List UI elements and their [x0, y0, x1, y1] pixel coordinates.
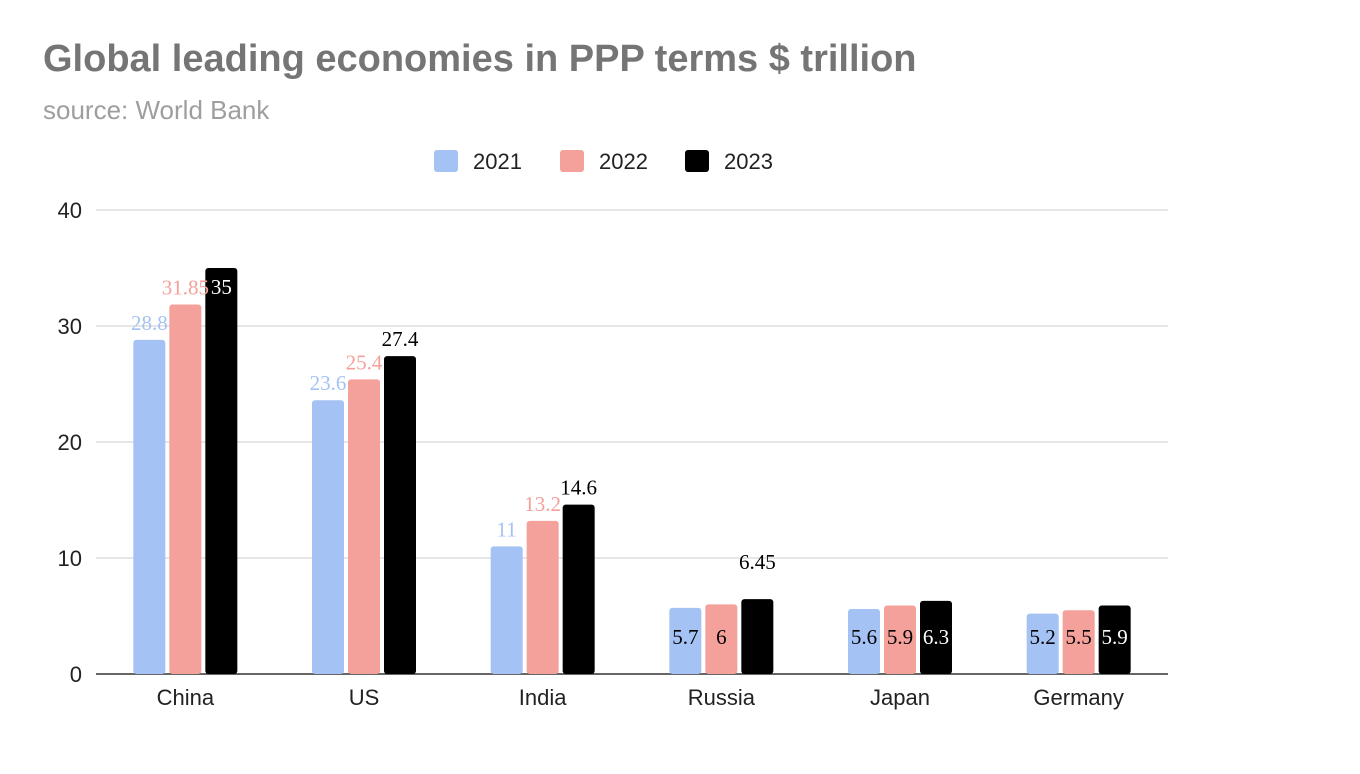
- data-label-2022-china: 31.85: [162, 276, 209, 300]
- data-label-2023-india: 14.6: [560, 476, 597, 500]
- y-tick-label: 40: [58, 198, 82, 223]
- data-label-2023-japan: 6.3: [923, 625, 949, 649]
- data-label-2021-russia: 5.7: [672, 625, 698, 649]
- bar-2021-germany: [1026, 613, 1059, 674]
- legend-swatch-2023: [685, 150, 709, 172]
- y-tick-label: 20: [58, 430, 82, 455]
- data-label-2022-germany: 5.5: [1066, 625, 1092, 649]
- data-label-2023-china: 35: [211, 275, 232, 299]
- y-axis-ticks: 0 10 20 30 40: [58, 198, 82, 687]
- bar-2023-us: [384, 356, 416, 674]
- bars: [133, 268, 1131, 674]
- x-tick-label: Germany: [1033, 685, 1123, 710]
- x-tick-label: US: [349, 685, 380, 710]
- x-tick-label: Japan: [870, 685, 930, 710]
- data-label-2023-russia: 6.45: [739, 550, 776, 574]
- data-labels: 28.8 31.85 35 23.625.427.4 11 13.214.6 5.7 6 6.4…: [131, 275, 1128, 649]
- bar-2023-japan: [920, 600, 952, 674]
- bar-2021-russia: [669, 607, 702, 674]
- legend-swatch-2021: [434, 150, 458, 172]
- data-label-2021-germany: 5.2: [1030, 625, 1056, 649]
- bar-2021-japan: [848, 609, 880, 674]
- bar-2022-india: [526, 520, 559, 674]
- bar-2022-japan: [884, 605, 916, 674]
- y-tick-label: 0: [70, 662, 82, 687]
- data-label-2022-russia: 6: [716, 625, 727, 649]
- data-label-2021-us: 23.6: [310, 371, 347, 395]
- bar-2021-china: [133, 339, 166, 674]
- legend-swatch-2022: [560, 150, 584, 172]
- legend-label-2021: 2021: [473, 149, 522, 174]
- bar-2023-germany: [1098, 605, 1131, 674]
- data-label-2023-us: 27.4: [382, 327, 419, 351]
- bar-2022-germany: [1062, 610, 1095, 674]
- x-tick-label: India: [519, 685, 567, 710]
- bar-2023-india: [562, 504, 595, 674]
- data-label-2022-japan: 5.9: [887, 625, 913, 649]
- legend-label-2023: 2023: [724, 149, 773, 174]
- bar-2021-us: [312, 400, 344, 674]
- bar-2021-india: [490, 546, 523, 674]
- chart-subtitle: source: World Bank: [43, 95, 270, 125]
- data-label-2022-india: 13.2: [524, 492, 561, 516]
- data-label-2021-china: 28.8: [131, 311, 168, 335]
- y-tick-label: 10: [58, 546, 82, 571]
- legend-label-2022: 2022: [599, 149, 648, 174]
- data-label-2021-japan: 5.6: [851, 625, 877, 649]
- x-axis-categories: China US India Russia Japan Germany: [157, 685, 1124, 710]
- grid-lines: [96, 209, 1168, 675]
- data-label-2022-us: 25.4: [346, 350, 383, 374]
- bar-2023-china: [205, 268, 238, 674]
- bar-2022-russia: [705, 604, 738, 674]
- bar-2022-china: [169, 304, 202, 674]
- data-label-2023-germany: 5.9: [1102, 625, 1128, 649]
- bar-2023-russia: [741, 599, 774, 674]
- x-tick-label: Russia: [688, 685, 756, 710]
- data-label-2021-india: 11: [497, 517, 517, 541]
- chart-title: Global leading economies in PPP terms $ …: [43, 38, 917, 80]
- x-tick-label: China: [157, 685, 215, 710]
- bar-2022-us: [348, 379, 380, 674]
- legend: 2021 2022 2023: [434, 149, 773, 174]
- y-tick-label: 30: [58, 314, 82, 339]
